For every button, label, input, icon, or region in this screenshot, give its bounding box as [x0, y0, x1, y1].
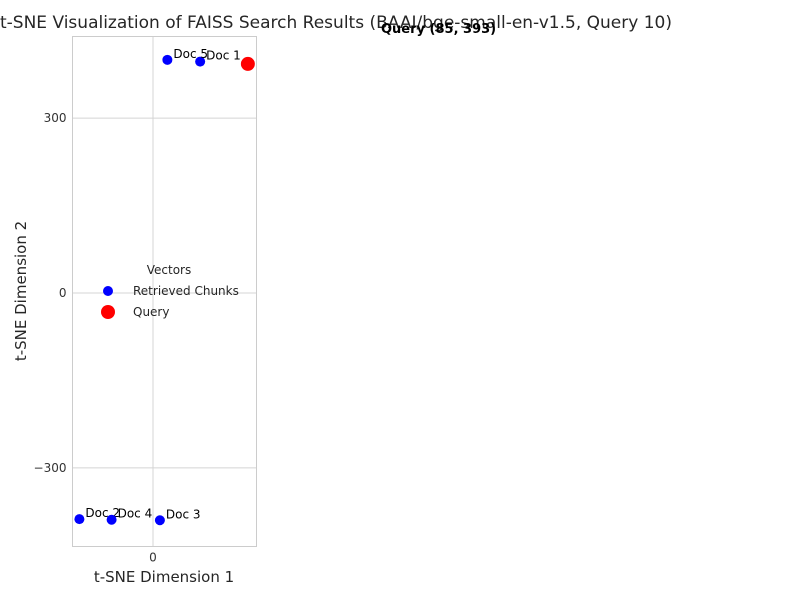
x-axis-label: t-SNE Dimension 1 [94, 568, 234, 586]
legend-marker [103, 286, 113, 296]
legend-entry-label: Retrieved Chunks [133, 284, 239, 298]
point-label: Doc 1 [206, 49, 241, 63]
x-tick-label: 0 [149, 551, 157, 565]
retrieved-chunk-point [195, 56, 206, 67]
y-tick-label: 300 [44, 111, 67, 125]
point-label: Doc 5 [173, 47, 208, 61]
legend-marker [101, 305, 115, 319]
retrieved-chunk-point [74, 514, 85, 525]
point-label: Doc 3 [166, 507, 201, 521]
query-point [240, 56, 255, 71]
grid-lines [72, 36, 257, 547]
chart-title: t-SNE Visualization of FAISS Search Resu… [0, 13, 672, 33]
legend-entry-label: Query [133, 305, 169, 319]
retrieved-chunk-point [154, 515, 165, 526]
y-tick-label: 0 [59, 286, 67, 300]
retrieved-chunk-point [162, 54, 173, 65]
query-annotation: Query (85, 393) [381, 22, 496, 37]
legend: Vectors Retrieved Chunks Query [101, 263, 239, 319]
retrieved-chunk-point [106, 514, 117, 525]
y-tick-label: −300 [34, 461, 67, 475]
axis-ticks: 0 300 0 −300 [34, 111, 157, 564]
legend-title: Vectors [147, 263, 192, 277]
y-axis-label: t-SNE Dimension 2 [12, 221, 30, 361]
plot-frame [72, 36, 257, 547]
point-label: Doc 4 [118, 507, 153, 521]
